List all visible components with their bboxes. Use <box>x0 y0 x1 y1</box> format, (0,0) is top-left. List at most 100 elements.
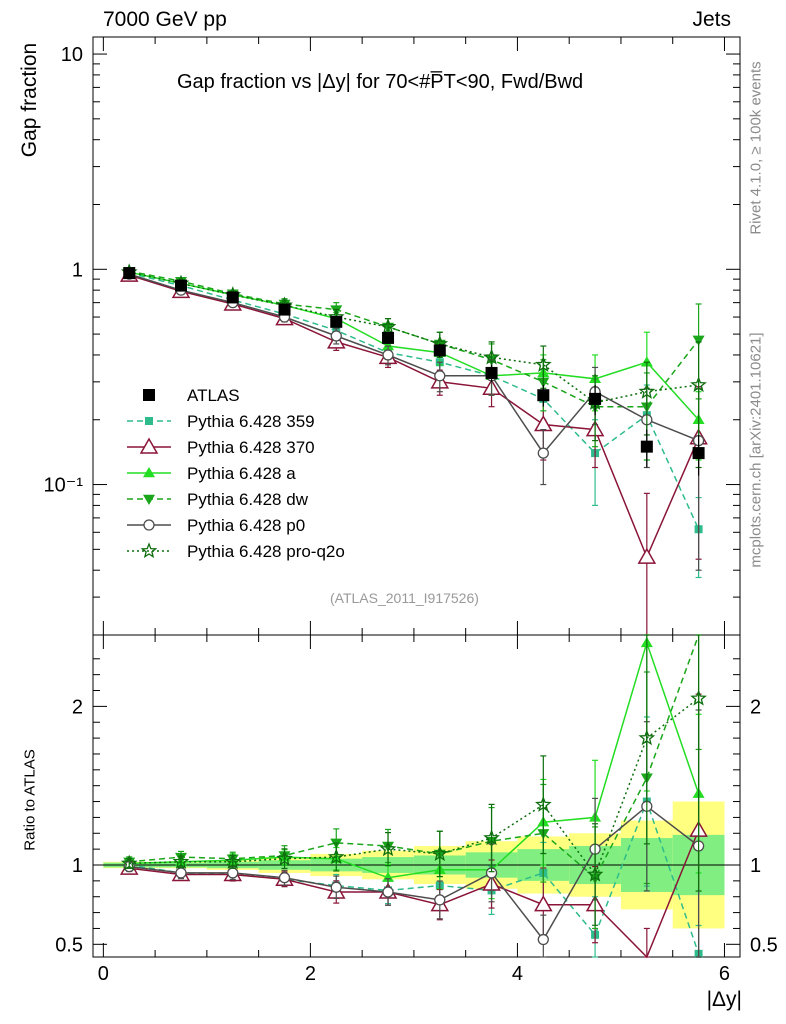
ratio-point <box>638 729 656 746</box>
atlas-point <box>692 447 705 460</box>
ratio-point <box>278 872 291 884</box>
x-axis-label: |Δy| <box>706 988 742 1011</box>
series-line <box>128 274 700 560</box>
data-point <box>483 348 500 365</box>
data-point <box>637 547 657 564</box>
ratio-point <box>534 895 553 912</box>
atlas-point <box>589 392 602 405</box>
ratio-point <box>690 689 707 706</box>
legend-marker <box>143 519 155 531</box>
ratio-tick-label: 2 <box>750 696 761 718</box>
series-line <box>128 273 699 455</box>
legend-label: Pythia 6.428 dw <box>187 490 309 509</box>
ratio-line <box>129 805 700 941</box>
ratio-point <box>276 849 293 866</box>
legend-marker <box>140 542 158 559</box>
axis-ticks: 0 2 4 6 10⁻¹ 1 10 0.5 0.5 1 1 2 2 <box>44 37 778 985</box>
ratio-line <box>129 697 700 877</box>
data-point <box>382 349 394 361</box>
ratio-line <box>129 829 700 959</box>
data-point <box>692 335 705 346</box>
data-point <box>534 356 552 372</box>
ratio-point <box>379 840 397 857</box>
series-atlas <box>123 267 705 476</box>
ratio-point <box>120 854 138 871</box>
data-point <box>640 356 653 367</box>
ratio-point <box>586 865 604 882</box>
data-point <box>537 447 549 459</box>
ratio-point <box>175 867 187 879</box>
ratio-point <box>535 795 552 812</box>
ratio-point <box>224 852 242 869</box>
legend-label: Pythia 6.428 pro-q2o <box>187 542 345 561</box>
data-point <box>638 382 656 399</box>
x-tick-label: 0 <box>98 963 109 985</box>
legend-marker <box>143 494 155 505</box>
atlas-point <box>433 344 446 357</box>
y-axis-label: Gap fraction <box>18 42 41 158</box>
ratio-axis-label: Ratio to ATLAS <box>21 749 39 851</box>
analysis-id-label: (ATLAS_2011_I917526) <box>330 590 479 606</box>
data-point <box>434 370 446 382</box>
ratio-tick-label: 0.5 <box>750 934 778 956</box>
y-tick-label: 1 <box>72 259 83 281</box>
atlas-point <box>123 267 136 280</box>
ratio-line <box>129 634 700 879</box>
ratio-tick-label: 0.5 <box>55 934 83 956</box>
ratio-point <box>431 845 449 862</box>
data-point <box>379 318 397 335</box>
legend-marker <box>145 417 153 425</box>
legend-label: Pythia 6.428 359 <box>187 412 315 431</box>
data-point <box>534 415 553 432</box>
atlas-point <box>174 279 187 292</box>
ratio-point <box>537 933 549 946</box>
legend-marker <box>143 467 155 478</box>
series-line <box>129 271 699 404</box>
legend-item: Pythia 6.428 p0 <box>127 516 305 535</box>
ratio-point <box>434 894 446 906</box>
ratio-tick-label: 2 <box>72 696 83 718</box>
atlas-point <box>278 303 291 316</box>
ratio-tick-label: 1 <box>72 855 83 877</box>
ratio-frame <box>92 634 741 958</box>
axes-frame <box>92 36 741 958</box>
ratio-point <box>227 867 239 879</box>
atlas-point <box>640 440 653 453</box>
legend-label: Pythia 6.428 370 <box>187 438 315 457</box>
ratio-tick-label: 1 <box>750 855 761 877</box>
ratio-point <box>172 853 190 869</box>
x-tick-label: 2 <box>305 963 316 985</box>
x-tick-label: 6 <box>719 963 730 985</box>
legend-item: ATLAS <box>143 386 240 405</box>
ratio-point <box>483 829 500 846</box>
atlas-point <box>485 366 498 379</box>
legend-item: Pythia 6.428 359 <box>127 412 315 431</box>
legend-item: Pythia 6.428 dw <box>127 490 309 509</box>
legend-item: Pythia 6.428 pro-q2o <box>127 542 345 561</box>
legend-item: Pythia 6.428 370 <box>127 437 315 457</box>
x-tick-label: 4 <box>512 963 523 985</box>
ratio-point <box>330 881 342 893</box>
legend-item: Pythia 6.428 a <box>127 464 296 483</box>
legend-marker <box>143 389 155 401</box>
legend: ATLAS Pythia 6.428 359 Pythia 6.428 370 Pyt… <box>127 386 345 561</box>
legend-label: ATLAS <box>187 386 240 405</box>
chart-title: Gap fraction vs |Δy| for 70<#P̅T<90, Fwd… <box>177 71 584 93</box>
y-tick-label: 10⁻¹ <box>44 475 84 497</box>
beam-label: 7000 GeV pp <box>103 8 227 31</box>
process-label: Jets <box>692 8 731 31</box>
data-point <box>330 330 342 342</box>
atlas-point <box>226 291 239 304</box>
legend-label: Pythia 6.428 a <box>187 464 296 483</box>
legend-label: Pythia 6.428 p0 <box>187 516 305 535</box>
series-pa <box>123 266 705 900</box>
data-point <box>690 376 707 393</box>
ratio-point <box>327 848 345 865</box>
y-tick-label: 10 <box>61 44 83 66</box>
ratio-line <box>129 640 700 879</box>
series-line <box>129 271 700 421</box>
mcplots-credit-label: mcplots.cern.ch [arXiv:2401.10621] <box>747 332 765 568</box>
data-point <box>382 340 395 351</box>
legend-marker <box>139 437 159 454</box>
